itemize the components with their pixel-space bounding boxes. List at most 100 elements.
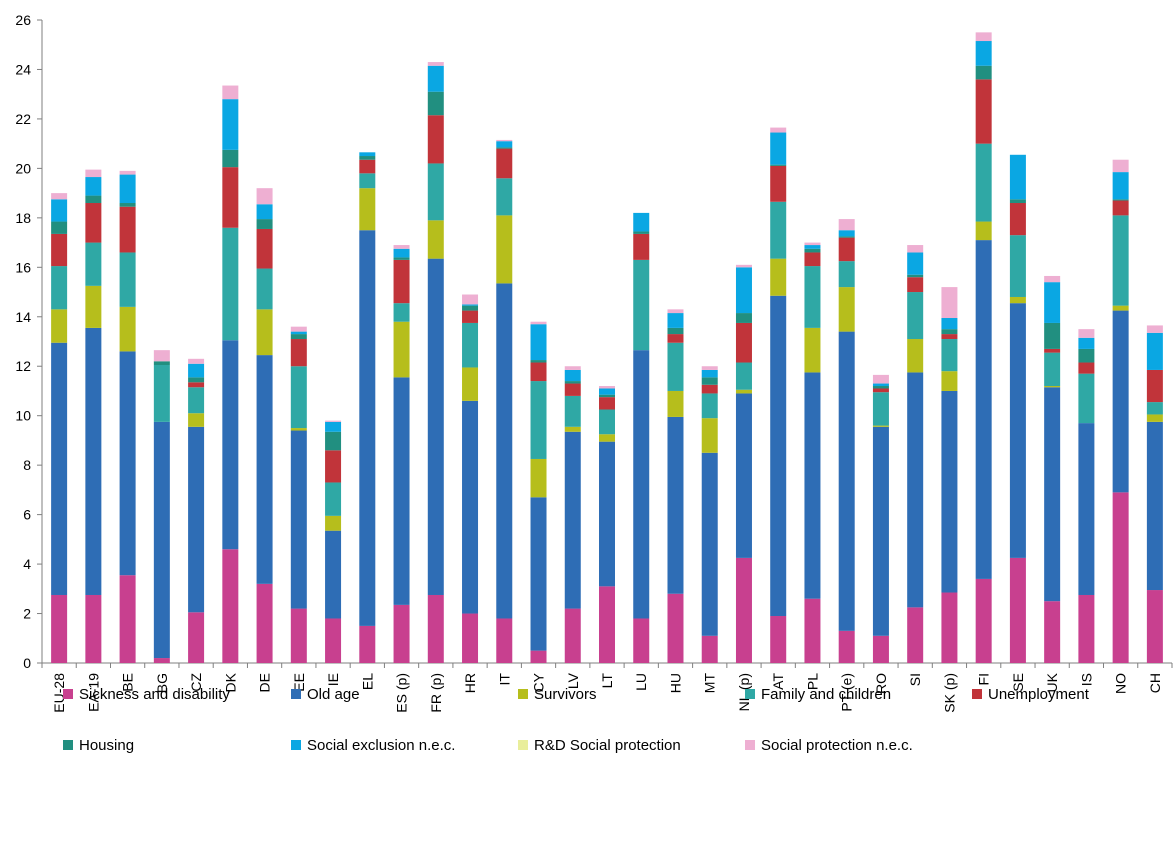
bar-segment [1044,387,1061,602]
bar-segment [290,334,307,340]
bar-segment [496,215,513,284]
bar-segment [770,127,787,133]
bar-segment [838,287,855,332]
bar-segment [1146,369,1163,403]
bar-segment [188,413,205,427]
bar-segment [941,287,958,319]
bar-segment [804,327,821,373]
x-tick-label: PL [804,673,820,690]
bar-segment [907,339,924,373]
bar-segment [564,608,581,663]
bar-segment [701,369,718,378]
bar-segment [1044,275,1061,283]
bar-segment [735,322,752,363]
bar-segment [907,292,924,340]
legend-label: Survivors [534,686,597,703]
x-tick-label: PT (e) [839,673,855,712]
y-tick-label: 12 [15,358,31,374]
bar-segment [804,598,821,663]
bar-segment [701,366,718,370]
bar-segment [222,549,239,663]
bar-segment [941,318,958,330]
bar-segment [51,193,68,200]
x-tick-label: FI [976,673,992,685]
legend-swatch [972,689,982,699]
x-tick-label: HU [667,673,683,693]
bar-segment [530,381,547,459]
bar-segment [1009,557,1026,663]
bar-segment [427,91,444,116]
bar-segment [770,295,787,617]
bar-segment [564,369,581,382]
bar-segment [599,397,615,410]
bar-segment [1112,305,1129,311]
bar-segment [735,313,752,323]
bar-segment [564,383,581,396]
bar-segment [325,515,342,531]
bar-segment [1112,199,1129,201]
bar-segment [1078,362,1095,374]
bar-segment [393,245,410,249]
bar-segment [599,394,615,398]
bar-segment [1044,352,1061,387]
bar-segment [701,635,718,663]
bar-segment [735,557,752,663]
x-tick-label: IE [325,673,341,686]
y-tick-label: 0 [23,655,31,671]
y-tick-label: 14 [15,309,31,325]
x-tick-label: CZ [188,673,204,692]
x-tick-label: CY [531,672,547,692]
bar-segment [462,294,479,305]
bar-segment [1009,235,1026,297]
bar-segment [256,309,273,356]
bar-segment [85,285,102,328]
bar-segment [804,245,821,249]
bar-segment [359,173,376,189]
bar-segment [1078,373,1095,424]
bar-segment [770,165,787,202]
bar-segment [325,420,342,422]
x-tick-label: CH [1147,673,1163,693]
bar-segment [51,266,68,310]
y-tick-label: 2 [23,606,31,622]
x-tick-label: DE [257,673,273,692]
bar-segment [153,361,170,365]
bar-segment [1112,172,1129,200]
bar-segment [51,221,68,234]
bar-segment [256,355,273,584]
bar-segment [119,351,136,576]
bar-segment [975,32,992,42]
bar-segment [85,203,102,243]
bar-segment [427,163,444,221]
bar-segment [85,177,102,196]
bar-segment [530,497,547,651]
bar-segment [735,389,752,394]
x-tick-label: ES (p) [394,673,410,713]
bar-segment [1009,296,1026,304]
x-tick-label: BE [120,673,136,692]
bar-segment [770,616,787,663]
bar-segment [119,575,136,663]
bar-segment [1078,337,1095,349]
bar-segment [667,342,684,391]
bar-segment [907,252,924,275]
legend-label: Social protection n.e.c. [761,737,913,754]
bar-segment [496,139,513,142]
bar-segment [907,245,924,253]
bar-segment [770,258,787,296]
bar-segment [1009,154,1026,200]
legend-swatch [63,689,73,699]
x-tick-label: IT [496,673,512,686]
legend-label: Sickness and disability [79,686,230,703]
bar-segment [359,152,376,157]
x-tick-label: HR [462,673,478,693]
bar-segment [1009,303,1026,558]
bar-segment [907,277,924,293]
bar-segment [633,231,650,234]
bar-segment [838,331,855,631]
bar-segment [1009,203,1026,236]
bar-segment [838,630,855,663]
bar-segment [188,363,205,378]
bar-segment [119,252,136,307]
bar-segment [701,452,718,636]
